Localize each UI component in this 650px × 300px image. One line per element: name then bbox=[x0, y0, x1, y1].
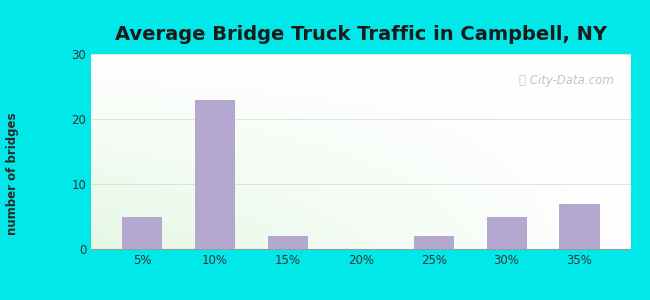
Bar bbox=[268, 236, 308, 249]
Bar bbox=[413, 236, 454, 249]
Bar bbox=[560, 203, 599, 249]
Bar bbox=[122, 217, 162, 249]
Text: number of bridges: number of bridges bbox=[6, 113, 20, 235]
Bar bbox=[486, 217, 526, 249]
Bar bbox=[195, 100, 235, 249]
Title: Average Bridge Truck Traffic in Campbell, NY: Average Bridge Truck Traffic in Campbell… bbox=[115, 25, 606, 44]
Text: ⓘ City-Data.com: ⓘ City-Data.com bbox=[519, 74, 614, 86]
